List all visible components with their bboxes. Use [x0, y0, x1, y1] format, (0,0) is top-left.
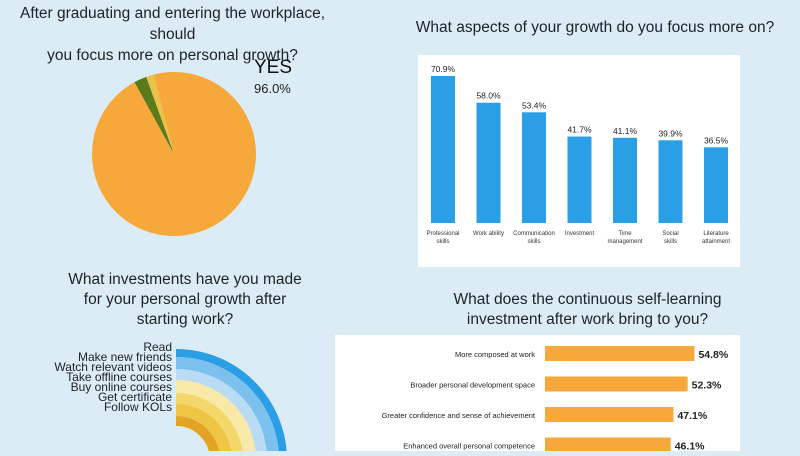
hbar-chart-title: What does the continuous self-learning i… [415, 290, 760, 330]
pie-title-line-1: After graduating and entering the workpl… [19, 5, 326, 43]
bar-3 [567, 136, 592, 223]
bar-1 [476, 102, 501, 223]
radial-title-line-3: starting work? [136, 311, 234, 328]
hbar-chart-card: More composed at work 54.8% Broader person… [335, 335, 740, 453]
hbar-category-label-3: Enhanced overall personal competence [403, 442, 535, 451]
bar-category-label-2-0: Communication [513, 231, 555, 237]
hbar-value-label-0: 54.8% [698, 349, 728, 361]
radial-chart-title: What investments have you made for your … [40, 270, 330, 330]
bar-category-label-6-1: attainment [702, 239, 730, 245]
pie-title-line-2: you focus more on personal growth? [47, 47, 298, 64]
hbar-value-label-3: 46.1% [675, 441, 705, 452]
bar-category-label-3-0: Investment [565, 231, 595, 237]
bar-6 [704, 147, 728, 223]
radial-title-line-1: What investments have you made [68, 271, 302, 288]
ring-label-2: Watch relevant videos [54, 360, 172, 374]
ring-1 [175, 357, 279, 451]
hbar-value-label-1: 52.3% [692, 380, 722, 392]
bar-2 [522, 112, 546, 223]
pie-yes-percent: 96.0% [254, 81, 291, 96]
hbar-title-line-2: investment after work bring to you? [466, 311, 709, 328]
bar-category-label-0-1: skills [437, 239, 450, 245]
hbar-value-label-2: 47.1% [677, 410, 707, 422]
ring-2 [175, 369, 267, 451]
bar-value-label-4: 41.1% [613, 126, 638, 136]
pie-chart [91, 72, 256, 236]
hbar-2 [545, 407, 674, 422]
hbar-category-label-2: Greater confidence and sense of achievem… [382, 411, 536, 420]
pie-slice-1 [134, 76, 174, 154]
ring-label-1: Make new friends [78, 350, 172, 364]
bar-category-label-1-0: Work ability [473, 231, 504, 237]
ring-label-0: Read [143, 340, 172, 354]
bar-0 [431, 76, 455, 223]
bar-category-label-5-1: skills [664, 239, 677, 245]
pie-yes-label: YES [254, 57, 293, 78]
hbar-1 [545, 376, 688, 392]
bar-value-label-0: 70.9% [431, 64, 456, 74]
bar-value-label-2: 53.4% [522, 100, 547, 110]
hbar-title-line-1: What does the continuous self-learning [453, 291, 722, 308]
hbar-chart: More composed at work 54.8% Broader person… [382, 346, 729, 453]
bar-category-label-0-0: Professional [426, 231, 459, 237]
bar-value-label-5: 39.9% [658, 128, 683, 138]
bar-4 [613, 137, 637, 223]
bar-category-label-5-0: Social [662, 231, 678, 237]
ring-3 [175, 380, 256, 451]
pie-slice-2 [146, 74, 174, 154]
radial-title-line-2: for your personal growth after [83, 291, 287, 308]
hbar-category-label-0: More composed at work [455, 350, 535, 359]
ring-label-5: Get certificate [98, 390, 172, 404]
pie-slice-0 [91, 72, 256, 236]
ring-label-6: Follow KOLs [104, 400, 172, 414]
hbar-category-label-1: Broader personal development space [410, 381, 535, 390]
bar-chart-title: What aspects of your growth do you focus… [415, 19, 775, 36]
bar-category-label-6-0: Literature [703, 231, 729, 237]
bar-category-label-4-0: Time [618, 231, 632, 237]
ring-6 [175, 416, 219, 451]
ring-label-4: Buy online courses [71, 380, 172, 394]
bar-chart-card: 70.9% Professional skills 58.0% Work ability… [418, 55, 740, 267]
ring-label-3: Take offline courses [66, 370, 172, 384]
bar-category-label-4-1: management [607, 239, 642, 245]
ring-0 [175, 349, 287, 451]
bar-5 [658, 140, 683, 223]
bar-value-label-6: 36.5% [704, 135, 729, 145]
ring-4 [175, 393, 243, 451]
bar-value-label-3: 41.7% [567, 125, 592, 135]
bar-category-label-2-1: skills [528, 239, 541, 245]
hbar-3 [545, 437, 671, 453]
hbar-0 [545, 346, 695, 361]
bar-chart: 70.9% Professional skills 58.0% Work ability… [426, 64, 730, 245]
pie-chart-title: After graduating and entering the workpl… [0, 3, 345, 66]
bar-value-label-1: 58.0% [476, 91, 501, 101]
